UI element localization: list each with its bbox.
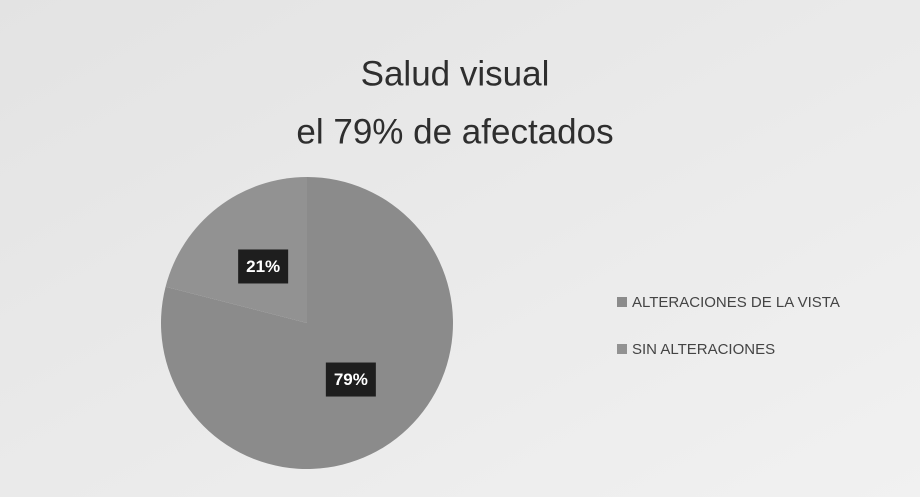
legend-swatch (617, 344, 627, 354)
legend-label: SIN ALTERACIONES (632, 341, 775, 358)
chart-title: el 79% de afectados (296, 112, 613, 151)
label-box (238, 249, 289, 284)
label-box (325, 362, 376, 397)
legend-swatch (617, 297, 627, 307)
pie-slice (165, 177, 307, 323)
pie-slice (160, 177, 454, 470)
data-label: 21% (246, 257, 280, 276)
legend-label: ALTERACIONES DE LA VISTA (632, 294, 840, 311)
data-label: 79% (334, 370, 368, 389)
chart-title: Salud visual (361, 54, 550, 93)
